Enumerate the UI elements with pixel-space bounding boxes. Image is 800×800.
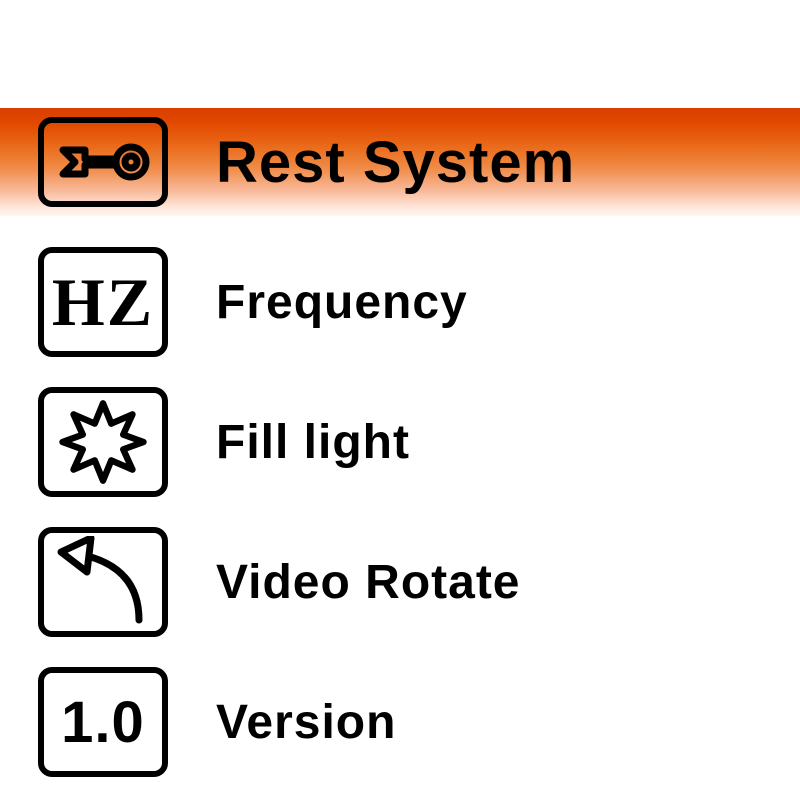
wrench-icon xyxy=(55,132,151,192)
header-title: Rest System xyxy=(216,129,575,196)
menu-item-label: Version xyxy=(216,695,396,750)
rotate-icon xyxy=(38,527,168,637)
menu-item-version[interactable]: 1.0 Version xyxy=(0,652,800,792)
burst-icon xyxy=(38,387,168,497)
menu-item-frequency[interactable]: HZ Frequency xyxy=(0,232,800,372)
menu-item-video-rotate[interactable]: Video Rotate xyxy=(0,512,800,652)
hz-icon: HZ xyxy=(38,247,168,357)
menu-item-fill-light[interactable]: Fill light xyxy=(0,372,800,512)
header-bar[interactable]: Rest System xyxy=(0,108,800,216)
settings-screen: Rest System HZ Frequency Fill light xyxy=(0,0,800,800)
version-icon: 1.0 xyxy=(38,667,168,777)
menu-item-label: Frequency xyxy=(216,275,468,330)
menu-item-label: Fill light xyxy=(216,415,410,470)
menu-item-label: Video Rotate xyxy=(216,555,521,610)
header-icon-box xyxy=(38,117,168,207)
menu-list: HZ Frequency Fill light Video xyxy=(0,232,800,792)
